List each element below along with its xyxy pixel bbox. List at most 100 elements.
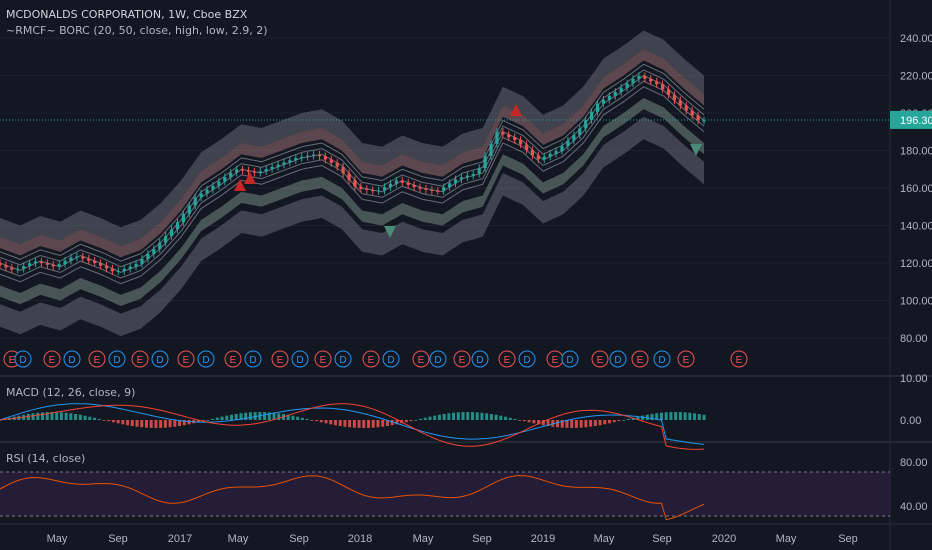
candle-body [288, 160, 292, 163]
time-tick-label: May [776, 533, 797, 545]
candle-body [613, 92, 617, 96]
macd-histogram-bar [215, 417, 219, 420]
macd-histogram-bar [579, 420, 583, 428]
macd-histogram-bar [144, 420, 148, 428]
candle-body [418, 187, 422, 189]
earnings-marker [362, 350, 380, 368]
time-tick-label: Sep [472, 533, 492, 545]
macd-histogram-bar [286, 414, 290, 420]
candle-body [116, 271, 120, 273]
rsi-tick-label: 80.00 [900, 457, 928, 469]
candle-body [246, 170, 251, 172]
price-tick-label: 120.00 [900, 258, 932, 270]
dividend-marker [151, 350, 169, 368]
candle-body [465, 175, 469, 178]
macd-histogram-bar [348, 420, 352, 428]
macd-histogram-bar [211, 418, 215, 420]
time-tick-label: Sep [838, 533, 858, 545]
macd-histogram-bar [409, 420, 413, 422]
macd-histogram-bar [442, 413, 446, 420]
dividend-marker [471, 350, 489, 368]
earnings-marker-label: E [418, 355, 425, 366]
candle-body [382, 187, 387, 191]
dividend-marker [108, 350, 126, 368]
dividend-marker [334, 350, 352, 368]
candle-body [649, 78, 653, 82]
candle-body [187, 205, 191, 214]
earnings-marker [677, 350, 695, 368]
candle-body [388, 183, 393, 188]
candle-body [589, 111, 594, 121]
earnings-marker [498, 350, 516, 368]
macd-histogram-bar [333, 420, 337, 426]
macd-histogram-bar [494, 414, 498, 420]
macd-histogram-bar [499, 415, 503, 420]
time-tick-label: May [228, 533, 249, 545]
dividend-marker-label: D [202, 355, 209, 366]
candle-body [459, 177, 464, 180]
time-tick-label: 2017 [168, 533, 192, 545]
macd-histogram-bar [678, 412, 682, 420]
candle-body [223, 177, 227, 182]
candle-body [353, 180, 357, 187]
earnings-marker-label: E [597, 355, 604, 366]
dividend-marker-label: D [614, 355, 621, 366]
macd-histogram-bar [291, 415, 295, 420]
dividend-marker [14, 350, 32, 368]
macd-histogram-bar [248, 412, 252, 420]
candle-body [51, 264, 55, 267]
candle-body [282, 162, 286, 165]
candle-body [678, 100, 682, 106]
macd-histogram-bar [263, 412, 267, 420]
macd-histogram-bar [475, 412, 479, 420]
candle-body [625, 83, 629, 88]
candle-body [595, 103, 600, 112]
macd-histogram-bar [480, 412, 484, 420]
macd-histogram-bar [168, 420, 172, 428]
earnings-marker [730, 350, 748, 368]
macd-histogram-bar [664, 412, 668, 420]
earnings-marker [314, 350, 332, 368]
macd-histogram-bar [45, 412, 49, 420]
dividend-marker-label: D [113, 355, 120, 366]
candle-body [140, 258, 144, 264]
macd-histogram-bar [343, 420, 347, 427]
signal-marker [690, 144, 702, 156]
macd-histogram-bar [55, 412, 59, 420]
macd-histogram-bar [111, 420, 115, 423]
macd-histogram-bar [272, 412, 276, 420]
candle-body [607, 95, 611, 100]
candle-body [507, 134, 511, 138]
rsi-label: RSI (14, close) [6, 452, 86, 465]
earnings-marker [177, 350, 195, 368]
macd-histogram-bar [102, 420, 106, 421]
dividend-marker-label: D [658, 355, 665, 366]
rsi-tick-label: 40.00 [900, 501, 928, 513]
candle-body [146, 253, 150, 259]
candle-body [347, 173, 351, 181]
candle-body [377, 190, 381, 192]
macd-histogram-bar [470, 412, 474, 420]
earnings-marker-label: E [137, 355, 144, 366]
macd-histogram-bar [518, 420, 522, 421]
macd-histogram-bar [452, 412, 456, 420]
earnings-marker-label: E [736, 355, 743, 366]
time-tick-label: May [413, 533, 434, 545]
macd-histogram-bar [187, 420, 191, 425]
candle-body [335, 162, 339, 167]
dividend-marker [561, 350, 579, 368]
candle-body [199, 193, 203, 198]
candle-body [57, 264, 61, 267]
lower-band-outer [0, 116, 704, 337]
macd-histogram-bar [338, 420, 342, 427]
macd-histogram-bar [560, 420, 564, 428]
earnings-marker-label: E [368, 355, 375, 366]
macd-histogram-bar [92, 417, 96, 420]
dividend-marker-label: D [296, 355, 303, 366]
macd-histogram-bar [376, 420, 380, 428]
candle-body [252, 171, 256, 173]
macd-histogram-bar [324, 420, 328, 424]
candle-body [672, 94, 677, 101]
macd-histogram-bar [423, 417, 427, 420]
